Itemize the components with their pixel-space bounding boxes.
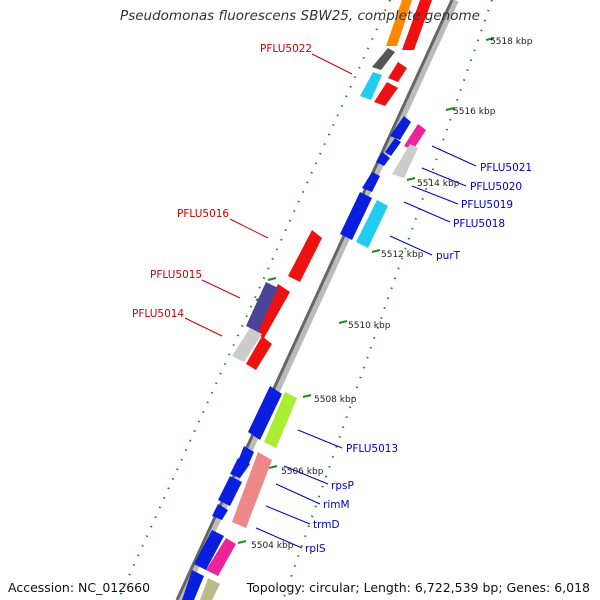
gene-feature: [232, 452, 272, 528]
gene-feature: [386, 0, 412, 46]
scale-label: 5510 kbp: [348, 321, 391, 331]
gene-feature: [376, 152, 390, 166]
gene-feature: [264, 392, 297, 448]
gene-feature: [374, 82, 398, 106]
gene-feature: [360, 72, 382, 100]
gene-feature: [218, 476, 242, 506]
gene-feature: [182, 570, 204, 600]
scale-label: 5506 kbp: [281, 467, 324, 477]
gene-label-rpls: rplS: [305, 543, 326, 555]
gene-feature: [246, 282, 278, 332]
gene-feature: [194, 530, 224, 570]
gene-label-rimm: rimM: [323, 499, 350, 511]
gene-feature: [248, 386, 282, 440]
gene-label-pflu5020: PFLU5020: [470, 181, 522, 193]
gene-label-pflu5021: PFLU5021: [480, 162, 532, 174]
gene-feature: [392, 144, 418, 178]
forward-features: [232, 0, 432, 370]
outer-ruler-right: [282, 0, 493, 600]
gene-label-trmd: trmD: [313, 519, 340, 531]
scale-ticks: [237, 37, 495, 544]
gene-label-pflu5018: PFLU5018: [453, 218, 505, 230]
gene-feature: [200, 578, 220, 600]
scale-label: 5518 kbp: [490, 37, 533, 47]
accession-text: Accession: NC_012660: [8, 580, 151, 595]
gene-feature: [252, 284, 290, 338]
scale-label: 5508 kbp: [314, 395, 357, 405]
gene-label-pflu5016: PFLU5016: [177, 208, 229, 220]
gene-feature: [230, 458, 250, 478]
gene-feature: [362, 172, 380, 192]
reverse-leaders: [255, 145, 477, 549]
gene-feature: [390, 116, 411, 140]
scale-label: 5504 kbp: [251, 541, 294, 551]
gene-feature: [288, 230, 322, 282]
gene-label-pflu5015: PFLU5015: [150, 269, 202, 281]
scale-label: 5516 kbp: [453, 107, 496, 117]
gene-feature: [372, 48, 395, 70]
forward-gene-labels: PFLU5022 PFLU5016 PFLU5015 PFLU5014: [132, 43, 312, 320]
gene-feature: [340, 192, 372, 240]
gene-label-rpsp: rpsP: [331, 480, 354, 492]
gene-feature: [402, 0, 432, 50]
gene-feature: [206, 538, 236, 576]
scale-label: 5514 kbp: [417, 179, 460, 189]
scale-label: 5512 kbp: [381, 250, 424, 260]
gene-feature: [385, 138, 401, 156]
gene-feature: [246, 336, 272, 370]
genome-summary-text: Topology: circular; Length: 6,722,539 bp…: [246, 580, 590, 595]
scale-labels: 5518 kbp 5516 kbp 5514 kbp 5512 kbp 5510…: [251, 37, 533, 551]
map-title: Pseudomonas fluorescens SBW25, complete …: [120, 8, 480, 24]
reverse-features: [182, 386, 297, 600]
forward-leaders: [184, 53, 353, 337]
gene-label-pflu5022: PFLU5022: [260, 43, 312, 55]
reverse-gene-labels: PFLU5021 PFLU5020 PFLU5019 PFLU5018 purT…: [305, 162, 532, 555]
gene-label-pflu5014: PFLU5014: [132, 308, 184, 320]
gene-feature: [212, 504, 228, 520]
gene-feature: [404, 124, 426, 150]
gene-feature: [388, 62, 407, 82]
gene-label-purt: purT: [436, 250, 461, 262]
gene-label-pflu5019: PFLU5019: [461, 199, 513, 211]
gene-label-pflu5013: PFLU5013: [346, 443, 398, 455]
gene-feature: [356, 200, 388, 248]
gene-feature: [232, 328, 262, 362]
